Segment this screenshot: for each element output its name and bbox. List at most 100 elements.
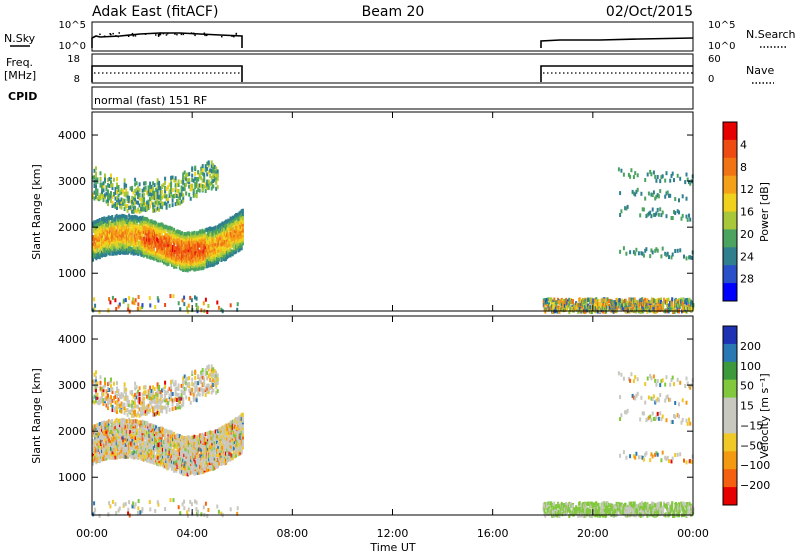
velocity-cell: [208, 454, 211, 459]
velocity-cell: [130, 454, 133, 459]
velocity-cell: [103, 430, 106, 435]
power-cell: [644, 248, 647, 253]
power-cell: [121, 213, 124, 218]
velocity-cell: [155, 430, 158, 434]
velocity-panel-bg: [92, 316, 693, 515]
power-cell: [185, 253, 188, 258]
power-cell: [179, 264, 182, 269]
velocity-cell: [223, 436, 226, 441]
velocity-cell: [108, 442, 111, 447]
power-cell: [124, 298, 127, 303]
velocity-cell: [129, 452, 132, 457]
power-cell: [114, 240, 117, 245]
power-cell: [174, 262, 177, 267]
power-cell: [192, 193, 195, 198]
velocity-cell: [229, 431, 232, 436]
power-cell: [130, 228, 133, 233]
power-cell: [104, 240, 107, 245]
velocity-cell: [121, 454, 124, 459]
power-cell: [211, 257, 214, 262]
velocity-cell: [219, 427, 222, 432]
velocity-cell: [126, 448, 129, 453]
velocity-cell: [104, 381, 106, 386]
power-cell: [161, 226, 164, 231]
velocity-cell: [96, 456, 99, 461]
power-cell: [137, 226, 140, 231]
velocity-cell: [107, 444, 110, 449]
velocity-cell: [219, 433, 222, 437]
velocity-cell: [225, 423, 227, 428]
velocity-cell: [183, 463, 186, 468]
velocity-cell: [145, 435, 147, 440]
power-cell: [174, 178, 177, 183]
power-cell: [169, 252, 172, 257]
power-cell: [187, 248, 190, 253]
velocity-cell: [158, 432, 161, 437]
power-cell: [221, 223, 224, 228]
power-cell: [676, 248, 679, 253]
power-cell: [198, 173, 201, 178]
power-cell: [175, 263, 178, 267]
power-cell: [625, 251, 628, 256]
power-cell: [114, 202, 117, 206]
power-cell: [183, 237, 186, 242]
power-cell: [131, 239, 134, 244]
velocity-cell: [209, 458, 212, 463]
power-cell: [115, 237, 118, 242]
velocity-cell: [209, 438, 212, 443]
velocity-cell: [123, 389, 126, 394]
velocity-cell: [132, 444, 135, 449]
velocity-cell: [177, 433, 180, 438]
power-cell: [155, 240, 158, 245]
power-cell: [670, 216, 673, 220]
velocity-cell: [173, 431, 176, 436]
power-cell: [177, 255, 180, 260]
power-cell: [137, 235, 140, 240]
power-cell: [211, 237, 214, 242]
velocity-cell: [210, 430, 213, 435]
velocity-cell: [190, 462, 192, 467]
velocity-cell: [151, 457, 154, 461]
power-cell: [165, 247, 168, 252]
velocity-cell: [97, 456, 100, 461]
power-cell: [156, 191, 159, 196]
power-cell: [221, 253, 224, 258]
velocity-cell: [173, 440, 176, 445]
velocity-cell: [184, 452, 187, 457]
velocity-cell: [206, 440, 209, 445]
power-cell: [235, 221, 238, 226]
power-cell: [195, 249, 198, 254]
colorbar-swatch: [723, 283, 737, 302]
power-cell: [175, 246, 178, 251]
velocity-cell: [226, 439, 229, 444]
power-cell: [206, 248, 209, 252]
power-cell: [240, 209, 243, 214]
velocity-cell: [227, 431, 230, 435]
power-cell: [113, 233, 116, 238]
velocity-cell: [237, 418, 240, 423]
power-cell: [193, 248, 196, 253]
velocity-cell: [158, 453, 161, 458]
velocity-cell: [231, 438, 234, 443]
velocity-cell: [128, 453, 131, 458]
power-cell: [164, 230, 167, 235]
power-cell: [123, 240, 126, 244]
power-cell: [228, 243, 231, 248]
power-cell: [149, 246, 152, 251]
velocity-cell: [94, 433, 97, 438]
velocity-cell: [122, 454, 125, 459]
power-cell: [204, 261, 207, 266]
power-cell: [138, 240, 141, 245]
power-cell: [586, 308, 589, 313]
velocity-cell: [122, 448, 125, 453]
power-cell: [153, 190, 156, 195]
velocity-cell: [149, 434, 152, 438]
velocity-cell: [228, 430, 231, 435]
power-cell: [205, 259, 208, 264]
power-cell: [214, 225, 217, 230]
power-cell: [606, 301, 609, 306]
velocity-cell: [158, 443, 161, 448]
power-cell: [134, 205, 137, 210]
power-cell: [237, 248, 240, 253]
power-cell: [134, 298, 137, 303]
